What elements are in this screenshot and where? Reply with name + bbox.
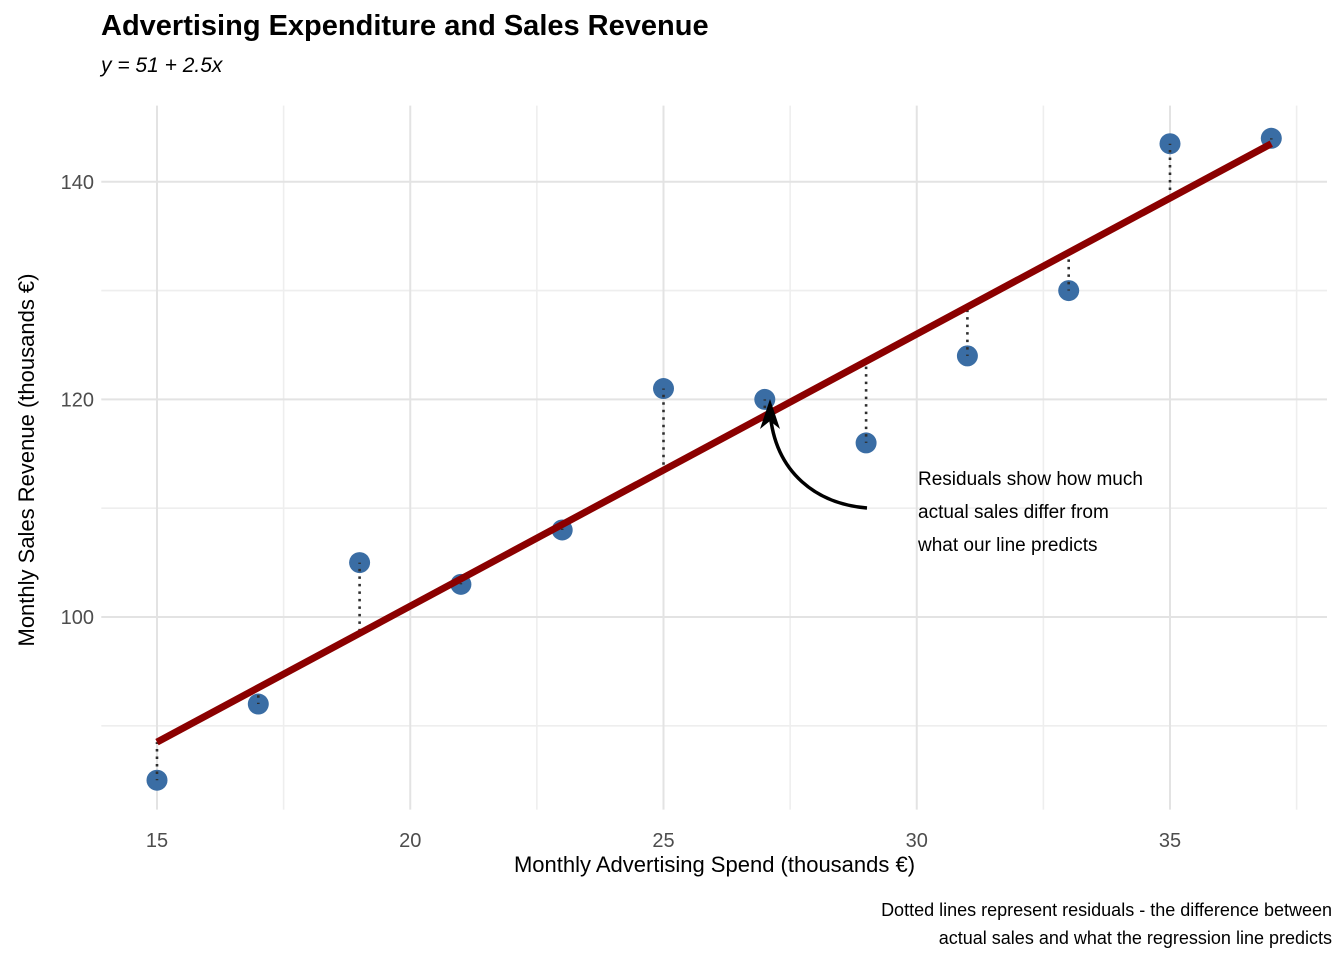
- annotation-line: what our line predicts: [918, 535, 1098, 556]
- annotation-arrow: [768, 411, 868, 510]
- x-axis-tick-label: 20: [399, 830, 421, 852]
- x-axis-tick-label: 25: [652, 830, 674, 852]
- x-axis-title: Monthly Advertising Spend (thousands €): [513, 852, 916, 877]
- y-axis-title: Monthly Sales Revenue (thousands €): [14, 273, 39, 647]
- x-axis-tick-label: 35: [1159, 830, 1181, 852]
- y-axis-tick-label: 100: [61, 607, 94, 629]
- residuals-annotation: Residuals show how much actual sales dif…: [918, 463, 1143, 562]
- chart-subtitle-equation: y = 51 + 2.5x: [101, 54, 223, 77]
- caption-line: actual sales and what the regression lin…: [938, 928, 1332, 948]
- regression-line: [155, 140, 1273, 746]
- annotation-line: Residuals show how much: [918, 469, 1143, 490]
- x-axis-tick-label: 30: [906, 830, 928, 852]
- chart-title: Advertising Expenditure and Sales Revenu…: [101, 10, 709, 42]
- y-axis-tick-label: 120: [61, 389, 94, 411]
- y-axis-tick-label: 140: [61, 172, 94, 194]
- chart-caption: Dotted lines represent residuals - the d…: [881, 896, 1332, 952]
- caption-line: Dotted lines represent residuals - the d…: [881, 900, 1332, 920]
- annotation-arrowhead: [760, 399, 780, 429]
- x-axis-tick-label: 15: [146, 830, 168, 852]
- annotation-line: actual sales differ from: [918, 502, 1109, 523]
